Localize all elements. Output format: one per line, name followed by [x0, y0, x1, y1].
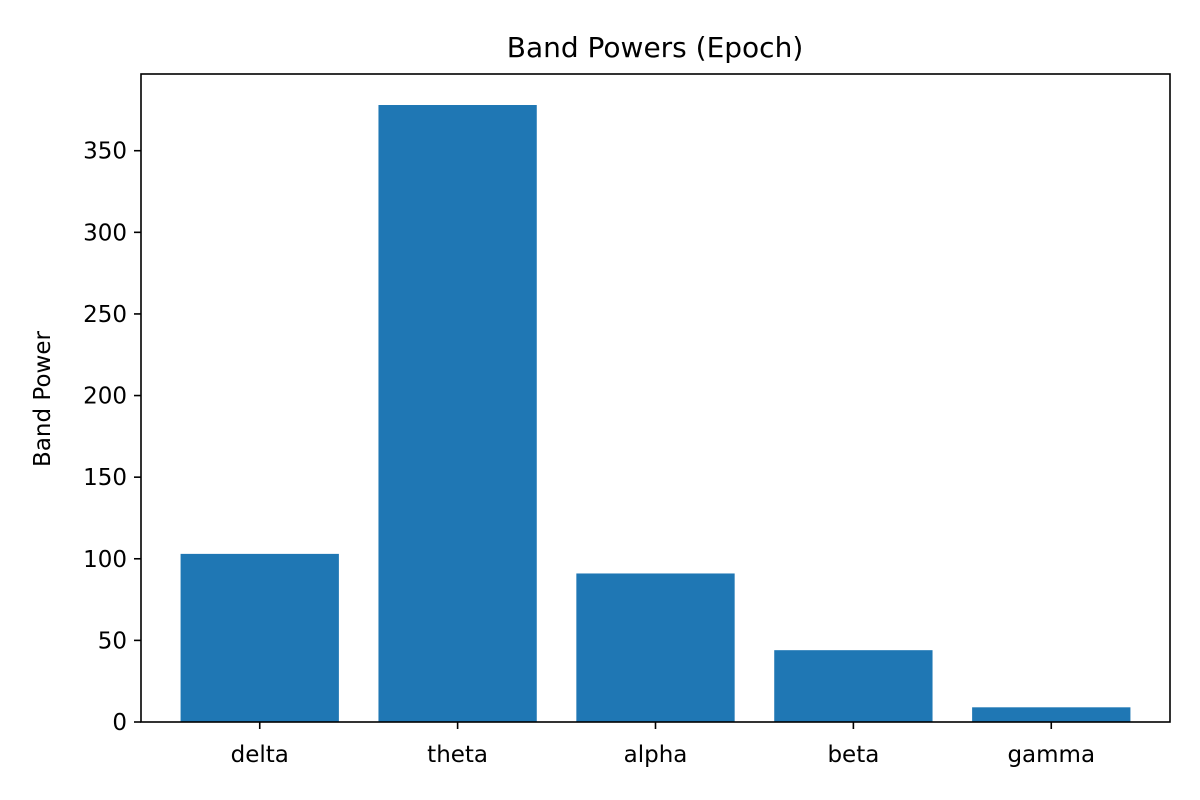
plot-area-frame: [140, 73, 1171, 723]
x-tick-label-theta: theta: [427, 742, 488, 768]
y-tick-label-300: 300: [83, 220, 127, 246]
bar-delta: [180, 553, 339, 722]
y-tick-label-150: 150: [83, 465, 127, 491]
y-tick-label-50: 50: [98, 628, 127, 654]
x-tick-label-gamma: gamma: [1007, 742, 1095, 768]
x-tick-label-delta: delta: [231, 742, 289, 768]
bar-beta: [774, 650, 933, 722]
y-tick-label-350: 350: [83, 139, 127, 165]
bars-group: [180, 105, 1131, 722]
x-tick-label-beta: beta: [827, 742, 879, 768]
y-tick-label-0: 0: [112, 710, 127, 736]
bar-theta: [378, 105, 537, 722]
chart-title: Band Powers (Epoch): [507, 31, 804, 64]
y-tick-label-200: 200: [83, 384, 127, 410]
x-axis-ticks: delta theta alpha beta gamma: [231, 722, 1095, 768]
bar-alpha: [576, 573, 735, 722]
y-axis-label: Band Power: [30, 331, 56, 467]
y-tick-label-100: 100: [83, 547, 127, 573]
x-tick-label-alpha: alpha: [624, 742, 688, 768]
y-tick-label-250: 250: [83, 302, 127, 328]
bar-gamma: [972, 707, 1131, 722]
y-axis-ticks: 0 50 100 150 200 250 300 350: [83, 139, 141, 736]
